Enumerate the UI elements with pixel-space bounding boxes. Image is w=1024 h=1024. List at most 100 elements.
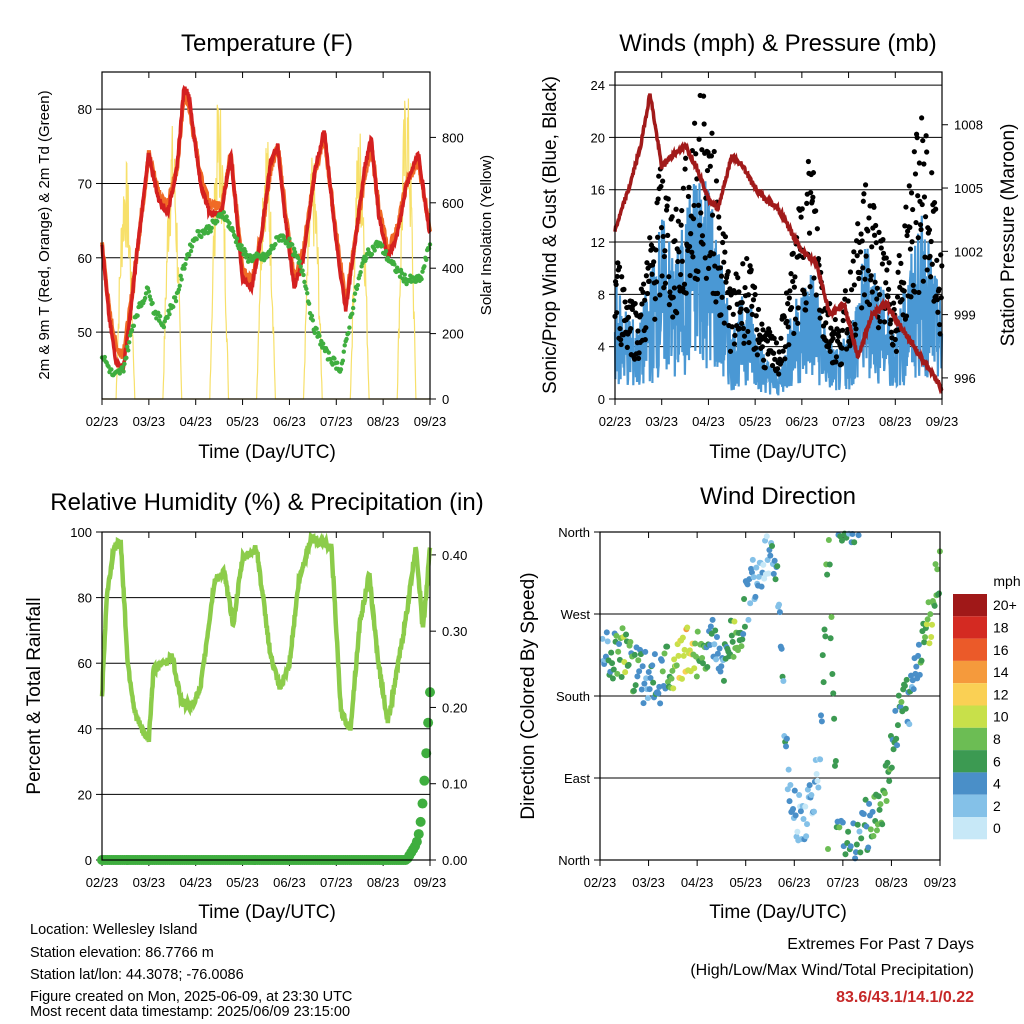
dewpoint-point	[172, 295, 178, 300]
gust-point	[664, 203, 670, 209]
gust-point	[753, 313, 759, 319]
direction-point	[661, 650, 668, 657]
gust-point	[885, 294, 891, 300]
direction-point	[931, 602, 938, 609]
direction-point	[764, 556, 771, 563]
y-tick-label: West	[561, 607, 591, 622]
y2-tick-label: 800	[442, 130, 464, 145]
gust-point	[802, 307, 809, 313]
gust-point	[915, 235, 921, 241]
gust-point	[792, 274, 798, 280]
gust-point	[908, 190, 915, 196]
gust-point	[713, 299, 719, 305]
gust-point	[863, 253, 869, 259]
gust-point	[922, 254, 928, 260]
direction-point	[932, 561, 939, 568]
gust-point	[740, 325, 746, 331]
direction-point	[915, 652, 922, 659]
direction-point	[858, 835, 865, 842]
gust-point	[658, 183, 664, 190]
direction-point	[855, 532, 862, 539]
gust-point	[852, 332, 859, 338]
dewpoint-point	[146, 289, 152, 294]
precip-point	[411, 836, 422, 847]
gust-point	[807, 284, 813, 290]
direction-point	[750, 574, 757, 581]
gust-point	[916, 160, 922, 166]
gust-point	[885, 286, 892, 292]
direction-point	[691, 665, 698, 672]
gust-point	[651, 259, 657, 265]
gust-point	[657, 292, 663, 298]
direction-point	[741, 623, 748, 630]
gust-point	[679, 207, 685, 214]
gust-point	[929, 261, 935, 267]
dewpoint-point	[178, 273, 183, 278]
panel-4: Wind Direction North East South West North 02/…	[518, 483, 1021, 923]
dewpoint-point	[287, 236, 292, 241]
dewpoint-point	[176, 287, 182, 292]
gust-point	[717, 265, 723, 271]
direction-point	[794, 828, 801, 835]
gust-point	[860, 198, 866, 204]
direction-point	[847, 843, 854, 850]
direction-point	[838, 537, 845, 544]
gust-point	[904, 232, 910, 239]
gust-point	[662, 248, 668, 254]
gust-point	[716, 214, 722, 220]
gust-point	[718, 273, 725, 279]
direction-point	[644, 695, 651, 702]
gust-point	[731, 341, 738, 347]
dewpoint-point	[196, 229, 201, 234]
dewpoint-point	[335, 360, 340, 365]
gust-point	[813, 208, 819, 214]
gust-point	[640, 281, 647, 287]
gust-point	[873, 222, 879, 229]
gust-point	[915, 193, 921, 199]
dewpoint-point	[298, 264, 303, 269]
gust-point	[872, 279, 878, 285]
direction-point	[894, 722, 901, 729]
gust-point	[903, 313, 910, 319]
gust-point	[683, 290, 689, 296]
direction-point	[755, 573, 762, 580]
direction-point	[692, 640, 699, 647]
gust-point	[856, 275, 862, 282]
direction-point	[922, 634, 929, 641]
gust-point	[750, 297, 757, 303]
direction-point	[650, 679, 657, 686]
gust-point	[628, 326, 634, 332]
speed-legend: mph 20+ 18 16 14 12 10 8 6 4 2 0	[953, 573, 1021, 840]
direction-point	[870, 833, 877, 840]
direction-point	[711, 641, 718, 648]
direction-point	[890, 746, 897, 753]
dewpoint-point	[188, 248, 194, 254]
direction-point	[657, 700, 664, 707]
x-tick-label: 07/23	[320, 414, 353, 429]
chart-title: Temperature (F)	[181, 30, 353, 57]
dewpoint-point	[364, 255, 369, 261]
y2-tick-label: 600	[442, 196, 464, 211]
direction-point	[776, 601, 783, 608]
gust-point	[714, 290, 721, 296]
direction-point	[790, 806, 797, 813]
plot-frame	[101, 71, 431, 400]
gust-point	[919, 201, 925, 208]
direction-point	[802, 803, 809, 810]
gust-point	[730, 311, 736, 317]
y-tick-label: 60	[78, 656, 92, 671]
direction-point	[609, 675, 616, 682]
direction-point	[783, 735, 790, 742]
panel-3: Relative Humidity (%) & Precipitation (i…	[24, 489, 484, 923]
gust-point	[935, 309, 941, 315]
gust-point	[790, 250, 796, 256]
y2-tick-label: 0.10	[442, 777, 467, 792]
latest-text: Most recent data timestamp: 2025/06/09 2…	[30, 1004, 351, 1020]
gust-point	[675, 258, 681, 265]
gust-point	[883, 255, 889, 261]
series-rh	[99, 531, 433, 743]
gust-point	[808, 189, 814, 196]
direction-point	[821, 626, 828, 633]
direction-point	[873, 827, 880, 834]
gust-point	[918, 226, 924, 233]
